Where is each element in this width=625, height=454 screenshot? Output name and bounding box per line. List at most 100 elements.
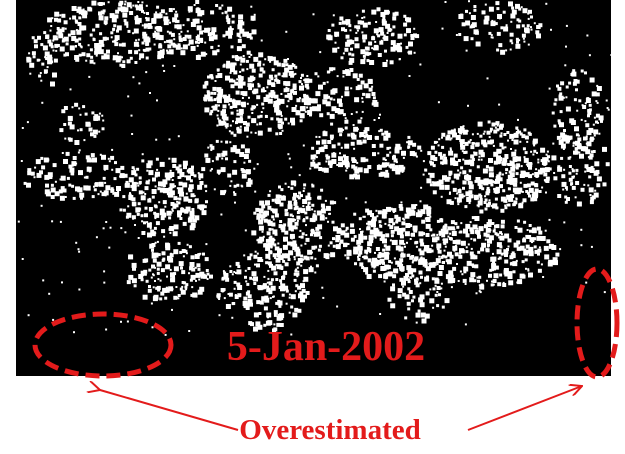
map-speckle bbox=[209, 169, 212, 172]
map-speckle bbox=[332, 67, 336, 71]
map-speckle bbox=[415, 245, 418, 248]
map-speckle bbox=[580, 244, 583, 247]
map-speckle bbox=[496, 148, 502, 154]
map-speckle bbox=[500, 26, 504, 30]
map-speckle bbox=[132, 32, 135, 35]
map-speckle bbox=[433, 140, 437, 144]
map-speckle bbox=[523, 156, 526, 159]
map-speckle bbox=[430, 249, 434, 253]
map-speckle bbox=[361, 31, 364, 34]
map-speckle bbox=[228, 292, 233, 297]
map-speckle bbox=[303, 100, 309, 106]
map-speckle bbox=[120, 227, 123, 230]
map-speckle bbox=[421, 314, 424, 317]
map-speckle bbox=[244, 31, 249, 37]
map-speckle bbox=[26, 121, 29, 124]
map-speckle bbox=[391, 240, 397, 245]
map-speckle bbox=[463, 195, 466, 198]
map-speckle bbox=[400, 266, 404, 270]
map-speckle bbox=[331, 144, 336, 149]
map-speckle bbox=[483, 19, 489, 25]
map-speckle bbox=[194, 254, 200, 259]
map-speckle bbox=[81, 25, 87, 31]
map-speckle bbox=[520, 170, 526, 176]
map-speckle bbox=[436, 243, 442, 249]
map-speckle bbox=[239, 152, 245, 157]
map-speckle bbox=[128, 254, 134, 260]
map-speckle bbox=[401, 227, 406, 232]
map-speckle bbox=[478, 226, 484, 232]
map-speckle bbox=[235, 148, 241, 154]
map-speckle bbox=[576, 144, 582, 150]
map-speckle bbox=[159, 187, 165, 193]
map-speckle bbox=[470, 272, 476, 278]
map-speckle bbox=[160, 268, 165, 273]
map-speckle bbox=[488, 235, 494, 241]
map-speckle bbox=[370, 213, 374, 217]
map-speckle bbox=[292, 312, 298, 318]
map-speckle bbox=[244, 269, 247, 272]
map-speckle bbox=[281, 268, 283, 270]
map-speckle bbox=[477, 250, 481, 254]
map-speckle bbox=[311, 231, 315, 235]
map-speckle bbox=[192, 218, 197, 223]
map-speckle bbox=[429, 183, 433, 187]
map-speckle bbox=[277, 72, 281, 76]
map-speckle bbox=[440, 287, 443, 290]
map-speckle bbox=[294, 226, 298, 230]
map-speckle bbox=[184, 164, 187, 167]
map-speckle bbox=[334, 31, 340, 37]
map-speckle bbox=[247, 77, 253, 83]
map-speckle bbox=[256, 163, 259, 166]
map-speckle bbox=[295, 268, 298, 271]
map-speckle bbox=[119, 43, 122, 47]
map-speckle bbox=[530, 150, 533, 153]
map-speckle bbox=[281, 293, 285, 297]
map-speckle bbox=[365, 252, 368, 255]
map-speckle bbox=[594, 189, 597, 192]
map-speckle bbox=[197, 172, 200, 175]
map-speckle bbox=[61, 152, 64, 154]
map-speckle bbox=[187, 6, 193, 12]
map-speckle bbox=[220, 190, 226, 196]
map-speckle bbox=[296, 266, 299, 269]
map-speckle bbox=[452, 132, 457, 138]
map-speckle bbox=[454, 222, 458, 226]
map-speckle bbox=[281, 121, 284, 125]
map-speckle bbox=[52, 318, 55, 321]
map-speckle bbox=[310, 256, 314, 260]
map-speckle bbox=[418, 297, 424, 303]
map-speckle bbox=[588, 103, 592, 107]
map-speckle bbox=[131, 186, 137, 192]
map-speckle bbox=[271, 83, 276, 87]
map-speckle bbox=[331, 88, 336, 93]
map-speckle bbox=[392, 283, 395, 287]
map-speckle bbox=[205, 190, 208, 193]
map-speckle bbox=[525, 173, 528, 175]
map-speckle bbox=[323, 94, 329, 100]
map-speckle bbox=[460, 143, 463, 147]
map-speckle bbox=[49, 29, 52, 32]
map-speckle bbox=[132, 217, 135, 220]
map-speckle bbox=[136, 182, 139, 185]
map-speckle bbox=[238, 14, 244, 20]
map-speckle bbox=[430, 161, 434, 166]
map-speckle bbox=[141, 9, 144, 13]
map-speckle bbox=[147, 160, 153, 166]
map-speckle bbox=[394, 11, 399, 16]
map-speckle bbox=[279, 98, 285, 104]
map-speckle bbox=[364, 46, 368, 50]
map-speckle bbox=[173, 272, 177, 276]
map-speckle bbox=[374, 40, 377, 43]
map-speckle bbox=[280, 114, 283, 117]
map-speckle bbox=[189, 278, 193, 282]
map-speckle bbox=[310, 154, 316, 160]
map-speckle bbox=[440, 228, 444, 232]
map-speckle bbox=[595, 192, 597, 195]
map-speckle bbox=[224, 116, 229, 121]
map-speckle bbox=[78, 53, 82, 57]
map-speckle bbox=[486, 77, 489, 80]
map-speckle bbox=[203, 205, 207, 209]
map-speckle bbox=[171, 157, 177, 163]
map-speckle bbox=[437, 249, 442, 254]
